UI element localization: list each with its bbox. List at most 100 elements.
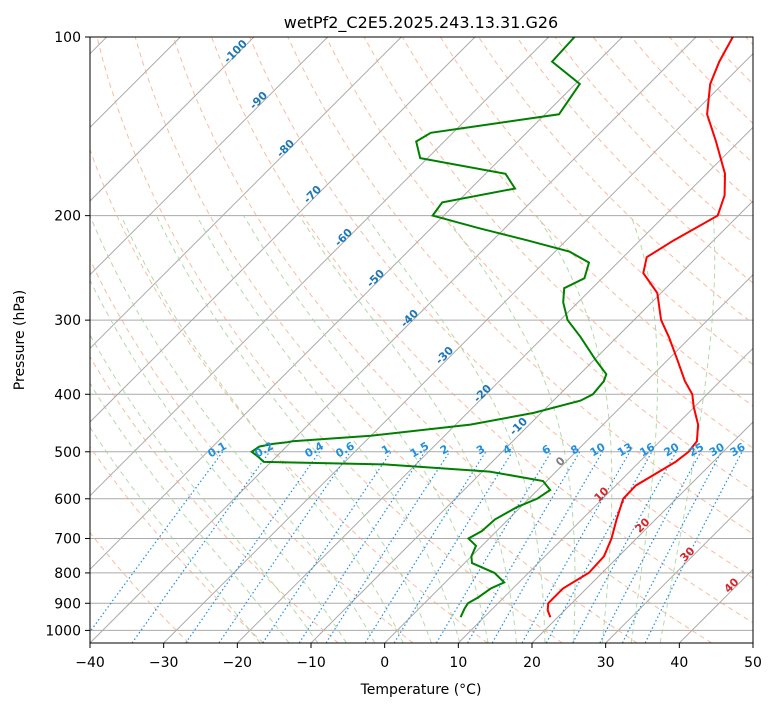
moist-adiabat-line xyxy=(659,215,716,643)
dry-adiabat-label: -70 xyxy=(301,183,324,206)
y-axis-ticks: 100 200 300 400 500 600 700 800 900 1000 xyxy=(45,30,90,639)
x-axis-label: Temperature (°C) xyxy=(360,682,482,698)
mixing-ratio-line xyxy=(262,451,392,643)
isotherm-line xyxy=(90,37,623,571)
moist-adiabat-line xyxy=(155,215,432,643)
mixing-ratio-label: 20 xyxy=(662,440,682,459)
x-tick-label: −30 xyxy=(149,655,179,671)
mixing-ratio-label: 0.2 xyxy=(252,439,275,460)
moist-adiabat-line xyxy=(445,215,576,643)
mixing-ratio-label: 1.5 xyxy=(408,439,431,460)
mixing-ratio-label: 0.6 xyxy=(333,439,357,460)
mixing-ratio-label: 0.1 xyxy=(205,439,228,460)
dry-adiabat-label: 20 xyxy=(633,515,653,535)
mixing-ratio-line xyxy=(364,451,487,643)
dry-adiabat-line xyxy=(90,258,414,643)
sounding-line xyxy=(249,37,608,618)
mixing-ratio-label: 36 xyxy=(728,440,748,459)
isotherm-line xyxy=(90,37,255,202)
x-tick-label: 40 xyxy=(670,655,688,671)
isotherm-line xyxy=(310,200,753,643)
isotherm-line xyxy=(90,37,697,643)
mixing-ratio-label: 0.4 xyxy=(303,439,327,460)
dry-adiabat-label: -90 xyxy=(247,89,270,112)
mixing-ratio-line xyxy=(644,451,743,643)
isotherm-line xyxy=(163,52,753,643)
dry-adiabat-label: 40 xyxy=(722,575,742,595)
dry-adiabat-line xyxy=(401,37,753,407)
moist-adiabat-line xyxy=(630,215,658,643)
y-tick-label: 300 xyxy=(54,313,81,329)
sounding-line xyxy=(546,37,734,618)
mixing-ratio-label: 1 xyxy=(379,442,392,457)
isotherm-line xyxy=(752,642,753,643)
isotherm-line xyxy=(90,37,402,350)
y-tick-label: 1000 xyxy=(45,623,81,639)
y-tick-label: 900 xyxy=(54,596,81,612)
moist-adiabat-line xyxy=(90,426,261,643)
dry-adiabat-line xyxy=(439,37,753,366)
y-axis-label: Pressure (hPa) xyxy=(12,290,28,390)
isotherm-line xyxy=(90,37,476,423)
isotherm-line xyxy=(457,347,753,643)
mixing-ratio-line xyxy=(521,451,631,643)
y-tick-label: 500 xyxy=(54,445,81,461)
mixing-ratio-line xyxy=(218,451,351,643)
dry-adiabat-line xyxy=(90,355,339,643)
moist-adiabat-line xyxy=(90,215,376,643)
dry-adiabat-line xyxy=(211,37,753,624)
moist-adiabat-line xyxy=(90,279,347,643)
mixing-ratio-label: 8 xyxy=(568,442,581,457)
chart-title: wetPf2_C2E5.2025.243.13.31.G26 xyxy=(284,13,558,33)
dry-adiabat-label: 30 xyxy=(678,544,698,564)
isotherm-line xyxy=(384,273,753,643)
dry-adiabat-label: -40 xyxy=(398,307,421,330)
dry-adiabat-line xyxy=(554,37,753,244)
y-tick-label: 600 xyxy=(54,492,81,508)
dry-adiabat-line xyxy=(707,37,753,85)
dry-adiabat-line xyxy=(90,531,190,643)
x-tick-label: 0 xyxy=(380,655,389,671)
dry-adiabat-line xyxy=(249,37,753,579)
x-tick-label: 10 xyxy=(449,655,467,671)
dry-adiabat-line xyxy=(516,37,753,284)
moist-adiabat-line xyxy=(196,215,461,643)
y-tick-label: 200 xyxy=(54,209,81,225)
dry-adiabat-line xyxy=(134,37,638,643)
mixing-ratio-line xyxy=(185,451,321,643)
moist-adiabat-line xyxy=(120,215,404,643)
dry-adiabat-label: -30 xyxy=(433,344,456,367)
mixing-ratio-label: 3 xyxy=(474,442,487,457)
dry-adiabat-label: -100 xyxy=(221,37,250,66)
mixing-ratio-label: 6 xyxy=(540,442,553,457)
isotherm-line xyxy=(605,494,753,643)
mixing-ratio-label: 13 xyxy=(615,440,635,459)
dry-adiabat-line xyxy=(96,37,563,643)
dry-adiabat-line xyxy=(172,37,712,643)
x-tick-label: 50 xyxy=(744,655,762,671)
mixing-ratio-label: 30 xyxy=(707,440,727,459)
mixing-ratio-line xyxy=(90,451,224,633)
dry-adiabat-label: 10 xyxy=(592,484,612,504)
x-axis-ticks: −40 −30 −20 −10 0 10 20 30 40 50 xyxy=(75,643,762,671)
y-tick-label: 400 xyxy=(54,387,81,403)
y-tick-label: 800 xyxy=(54,566,81,582)
mixing-ratio-line xyxy=(599,451,702,643)
moist-adiabat-line xyxy=(298,215,517,643)
dry-adiabat-line xyxy=(745,37,753,46)
y-tick-label: 100 xyxy=(54,30,81,46)
sounding-lines xyxy=(249,37,734,618)
x-tick-label: 20 xyxy=(523,655,541,671)
isotherm-line xyxy=(90,37,329,276)
mixing-ratio-label: 10 xyxy=(588,440,608,459)
isotherm-line xyxy=(531,421,753,643)
dry-adiabat-line xyxy=(90,445,264,643)
isotherm-line xyxy=(236,126,753,643)
mixing-ratio-label: 25 xyxy=(686,440,706,459)
y-tick-label: 700 xyxy=(54,532,81,548)
dry-adiabat-label: -60 xyxy=(332,226,355,249)
mixing-ratio-label: 16 xyxy=(637,440,657,459)
dry-adiabat-label: -50 xyxy=(364,267,387,290)
mixing-ratio-line xyxy=(325,451,451,643)
